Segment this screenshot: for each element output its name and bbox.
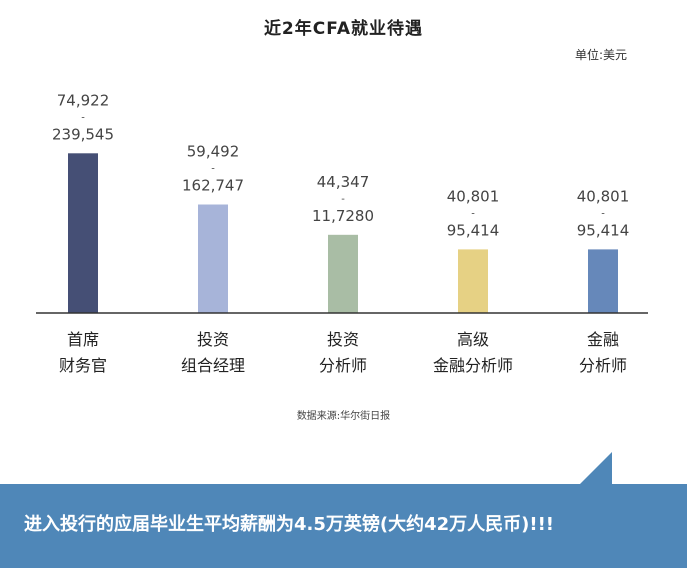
- bar-3: [328, 234, 358, 313]
- range-low-label: 59,492: [187, 143, 240, 161]
- range-low-label: 40,801: [447, 187, 500, 205]
- bar-2: [198, 204, 228, 313]
- category-label-line2: 分析师: [319, 356, 367, 375]
- range-separator: -: [211, 164, 215, 175]
- range-high-label: 95,414: [447, 221, 500, 239]
- category-label-line1: 高级: [457, 330, 489, 349]
- bar-4: [458, 249, 488, 313]
- range-high-label: 162,747: [182, 177, 244, 195]
- range-low-label: 44,347: [317, 173, 370, 191]
- category-label-line1: 首席: [67, 330, 99, 349]
- category-label-line2: 组合经理: [181, 356, 245, 375]
- range-separator: -: [81, 112, 85, 123]
- bar-5: [588, 249, 618, 313]
- banner-pointer: [578, 452, 612, 486]
- range-separator: -: [341, 194, 345, 205]
- range-low-label: 40,801: [577, 187, 630, 205]
- bar-1: [68, 153, 98, 313]
- range-separator: -: [601, 208, 605, 219]
- category-label-line2: 财务官: [59, 356, 107, 375]
- source-note: 数据来源:华尔街日报: [296, 411, 391, 422]
- banner-text: 进入投行的应届毕业生平均薪酬为4.5万英镑(大约42万人民币)!!!: [24, 514, 555, 535]
- unit-label: 单位:美元: [574, 48, 627, 62]
- category-label-line1: 投资: [327, 330, 359, 349]
- category-label-line1: 投资: [197, 330, 229, 349]
- banner: 进入投行的应届毕业生平均薪酬为4.5万英镑(大约42万人民币)!!!: [0, 484, 687, 568]
- range-low-label: 74,922: [57, 91, 110, 109]
- chart-title: 近2年CFA就业待遇: [263, 19, 424, 39]
- category-label-line1: 金融: [587, 330, 619, 349]
- category-label-line2: 金融分析师: [433, 356, 513, 375]
- range-separator: -: [471, 208, 475, 219]
- range-high-label: 95,414: [577, 221, 630, 239]
- range-high-label: 239,545: [52, 125, 114, 143]
- category-label-line2: 分析师: [579, 356, 627, 375]
- range-high-label: 11,7280: [312, 207, 374, 225]
